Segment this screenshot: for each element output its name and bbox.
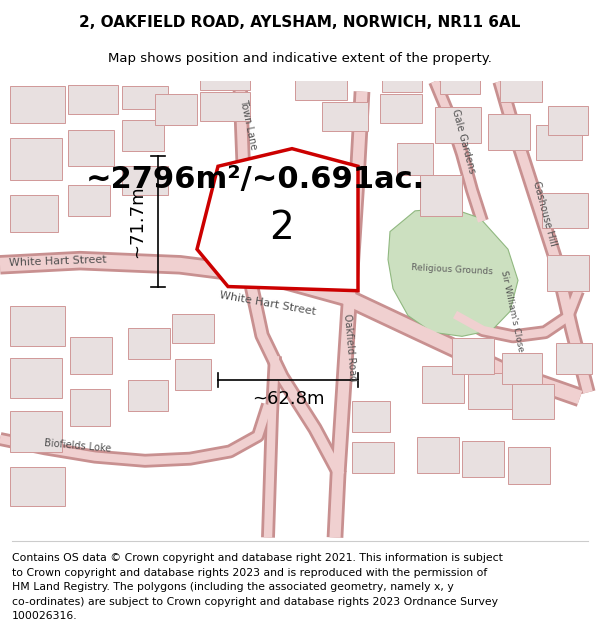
Bar xyxy=(397,144,433,174)
Bar xyxy=(417,437,459,473)
Bar xyxy=(380,94,422,122)
Bar xyxy=(322,102,368,131)
Bar xyxy=(68,185,110,216)
Text: Contains OS data © Crown copyright and database right 2021. This information is : Contains OS data © Crown copyright and d… xyxy=(12,553,503,563)
Text: co-ordinates) are subject to Crown copyright and database rights 2023 Ordnance S: co-ordinates) are subject to Crown copyr… xyxy=(12,596,498,606)
Bar xyxy=(122,86,168,109)
Text: Religious Grounds: Religious Grounds xyxy=(411,263,493,277)
Bar xyxy=(462,441,504,478)
Bar xyxy=(295,77,347,100)
Bar xyxy=(435,107,481,144)
Bar xyxy=(10,195,58,232)
Text: 2, OAKFIELD ROAD, AYLSHAM, NORWICH, NR11 6AL: 2, OAKFIELD ROAD, AYLSHAM, NORWICH, NR11… xyxy=(79,15,521,30)
Bar xyxy=(500,73,542,102)
Text: 2: 2 xyxy=(269,209,295,248)
Bar xyxy=(382,69,422,92)
Bar xyxy=(352,401,390,432)
Bar xyxy=(10,306,65,346)
Text: to Crown copyright and database rights 2023 and is reproduced with the permissio: to Crown copyright and database rights 2… xyxy=(12,568,487,578)
Bar xyxy=(122,119,164,151)
Bar xyxy=(512,384,554,419)
Bar xyxy=(556,342,592,374)
Bar xyxy=(10,467,65,506)
Bar xyxy=(508,448,550,484)
Bar xyxy=(122,166,168,195)
Bar xyxy=(70,389,110,426)
Bar xyxy=(352,442,394,473)
Text: Map shows position and indicative extent of the property.: Map shows position and indicative extent… xyxy=(108,52,492,65)
Bar xyxy=(68,86,118,114)
Bar xyxy=(488,114,530,149)
Text: 100026316.: 100026316. xyxy=(12,611,77,621)
Text: HM Land Registry. The polygons (including the associated geometry, namely x, y: HM Land Registry. The polygons (includin… xyxy=(12,582,454,592)
Bar xyxy=(468,372,514,409)
Text: White Hart Street: White Hart Street xyxy=(9,255,107,268)
Text: Oakfield Road: Oakfield Road xyxy=(342,314,358,382)
Text: Biofields Loke: Biofields Loke xyxy=(44,438,112,454)
Polygon shape xyxy=(197,149,358,291)
Bar xyxy=(172,314,214,342)
Text: White Hart Street: White Hart Street xyxy=(219,290,317,317)
Bar xyxy=(128,328,170,359)
Bar xyxy=(10,358,62,398)
Text: ~2796m²/~0.691ac.: ~2796m²/~0.691ac. xyxy=(85,165,425,194)
Text: ~62.8m: ~62.8m xyxy=(252,389,324,408)
Bar xyxy=(502,353,542,384)
Bar xyxy=(548,106,588,135)
Bar xyxy=(10,138,62,180)
Bar xyxy=(68,130,114,166)
Bar xyxy=(128,380,168,411)
Bar xyxy=(10,86,65,123)
Bar xyxy=(200,92,250,121)
Bar xyxy=(420,174,462,216)
Bar xyxy=(155,94,197,125)
Bar xyxy=(10,411,62,452)
Bar xyxy=(70,338,112,374)
Bar xyxy=(440,64,480,94)
Text: Gale Gardens: Gale Gardens xyxy=(449,108,476,174)
Bar xyxy=(452,338,494,374)
Polygon shape xyxy=(388,208,518,336)
Text: Sir William's Close: Sir William's Close xyxy=(499,270,525,353)
Text: Town Lane: Town Lane xyxy=(238,99,258,151)
Text: Gashouse Hill: Gashouse Hill xyxy=(532,181,559,248)
Bar xyxy=(422,366,464,403)
Bar xyxy=(200,67,250,89)
Bar xyxy=(175,359,211,390)
Text: ~71.7m: ~71.7m xyxy=(128,185,146,258)
Bar xyxy=(542,193,588,229)
Bar xyxy=(536,125,582,160)
Bar xyxy=(547,256,589,291)
